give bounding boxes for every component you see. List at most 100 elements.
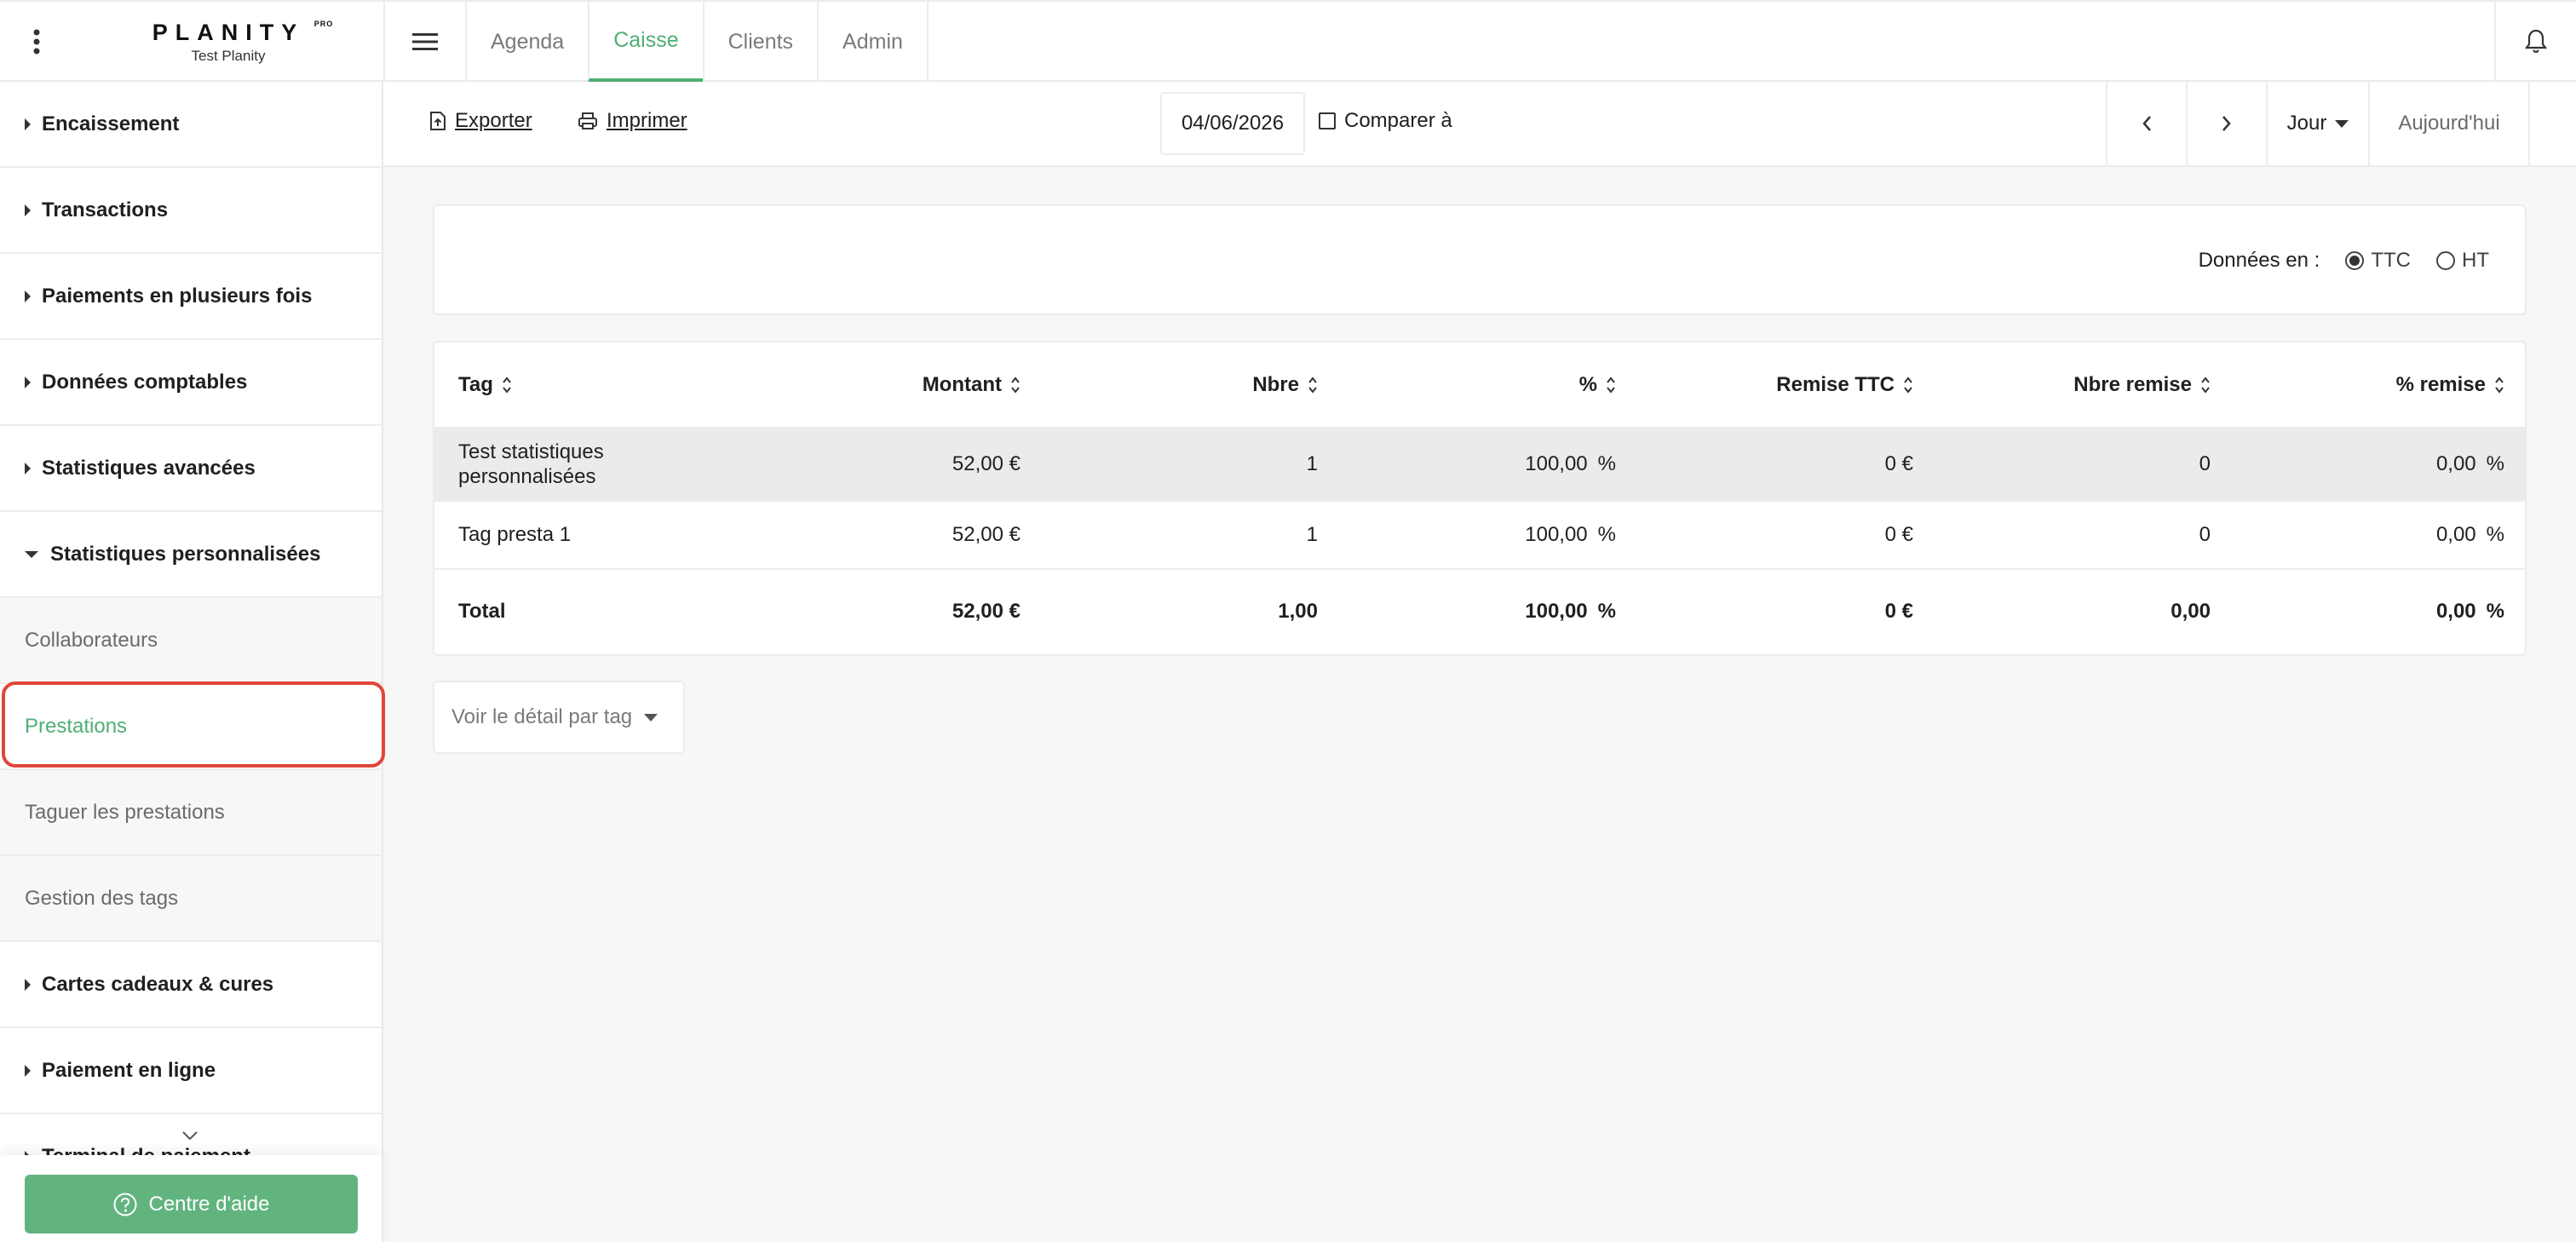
caret-down-icon [644,713,658,722]
caret-right-icon [25,1064,31,1077]
cell-remise: 0 € [1640,501,1937,570]
compare-toggle[interactable]: Comparer à [1319,109,1452,133]
table-row[interactable]: Tag presta 1 52,00 € 1 100,00% 0 € 0 0,0… [434,501,2525,570]
account-name: Test Planity [191,47,266,64]
chevron-left-icon [2142,116,2151,131]
sidebar-item-label: Paiements en plusieurs fois [42,284,313,308]
caret-right-icon [25,204,31,216]
menu-icon[interactable] [383,2,465,82]
cell-pct: 100,00% [1342,501,1640,570]
tab-clients[interactable]: Clients [702,2,817,82]
sidebar-item-statistiques-personnalisees[interactable]: Statistiques personnalisées [0,512,382,598]
sidebar-subitem-prestations[interactable]: Prestations [0,684,382,770]
sidebar-item-transactions[interactable]: Transactions [0,168,382,254]
sidebar-subitem-collaborateurs[interactable]: Collaborateurs [0,598,382,684]
col-header-pct-remise[interactable]: % remise [2234,342,2525,428]
print-button[interactable]: Imprimer [578,109,687,133]
period-select[interactable]: Jour [2266,82,2368,165]
tab-caisse[interactable]: Caisse [588,2,703,82]
tab-agenda[interactable]: Agenda [465,2,588,82]
help-center-button[interactable]: Centre d'aide [25,1175,358,1233]
cell-pct-remise: 0,00% [2234,501,2525,570]
col-header-nbre[interactable]: Nbre [1044,342,1342,428]
table-row[interactable]: Test statistiques personnalisées 52,00 €… [434,428,2525,502]
more-options-icon[interactable] [0,2,73,82]
export-button[interactable]: Exporter [429,109,532,133]
prev-period-button[interactable] [2106,82,2186,165]
data-type-card: Données en : TTC HT [433,204,2527,315]
caret-right-icon [25,290,31,302]
stats-table: Tag Montant Nbre % Remise TTC Nbre remis… [434,342,2525,653]
planity-logo[interactable]: PLANITY PRO Test Planity [73,2,383,82]
cell-total-label: Total [458,599,506,623]
today-button[interactable]: Aujourd'hui [2368,82,2530,165]
tag-detail-label: Voir le détail par tag [451,705,633,728]
sort-icon [503,377,511,394]
cell-tag: Tag presta 1 [434,501,639,570]
period-label: Jour [2286,112,2327,135]
sidebar-item-donnees-comptables[interactable]: Données comptables [0,340,382,426]
cell-pct-remise: 0,00% [2234,428,2525,502]
cell-remise: 0 € [1640,428,1937,502]
sidebar-subitem-taguer-prestations[interactable]: Taguer les prestations [0,770,382,856]
sort-icon [1607,377,1615,394]
col-header-remise-ttc[interactable]: Remise TTC [1640,342,1937,428]
sidebar-item-paiement-en-ligne[interactable]: Paiement en ligne [0,1028,382,1114]
sidebar-subitem-gestion-tags[interactable]: Gestion des tags [0,856,382,942]
table-header-row: Tag Montant Nbre % Remise TTC Nbre remis… [434,342,2525,428]
notifications-bell-icon[interactable] [2494,2,2576,82]
cell-montant: 52,00 € [639,501,1044,570]
cell-nbre: 1 [1044,501,1342,570]
compare-checkbox[interactable] [1319,112,1336,129]
radio-ttc-label[interactable]: TTC [2371,249,2411,272]
sidebar-item-cartes-cadeaux[interactable]: Cartes cadeaux & cures [0,942,382,1028]
cell-tag: Test statistiques personnalisées [434,428,639,502]
radio-ht-label[interactable]: HT [2462,249,2489,272]
cell-total-pct: 100,00% [1525,599,1616,623]
col-header-tag[interactable]: Tag [434,342,639,428]
sort-icon [1011,377,1020,394]
cell-montant: 52,00 € [639,428,1044,502]
tag-detail-dropdown[interactable]: Voir le détail par tag [433,681,685,754]
top-bar: PLANITY PRO Test Planity Agenda Caisse Cl… [0,0,2576,82]
sort-icon [1904,377,1912,394]
cell-nbre: 1 [1044,428,1342,502]
cell-pct: 100,00% [1342,428,1640,502]
cell-total-nbre: 1,00 [1278,599,1318,623]
print-label: Imprimer [607,109,687,132]
cell-total-remise: 0 € [1884,599,1913,623]
sidebar-item-encaissement[interactable]: Encaissement [0,82,382,168]
next-period-button[interactable] [2186,82,2266,165]
table-total-row: Total 52,00 € 1,00 100,00% 0 € 0,00 0,00… [434,569,2525,653]
cell-total-montant: 52,00 € [952,599,1021,623]
sidebar-item-label: Encaissement [42,112,180,135]
sort-icon [2201,377,2210,394]
chevron-down-icon[interactable] [181,1130,199,1146]
tab-admin[interactable]: Admin [817,2,929,82]
radio-ht[interactable] [2436,251,2455,270]
col-header-nbre-remise[interactable]: Nbre remise [1937,342,2234,428]
compare-label: Comparer à [1344,109,1452,132]
sidebar: Encaissement Transactions Paiements en p… [0,82,383,1242]
help-circle-icon [113,1193,137,1216]
sidebar-item-label: Cartes cadeaux & cures [42,972,274,996]
caret-right-icon [25,978,31,991]
col-header-pct[interactable]: % [1342,342,1640,428]
sidebar-item-label: Données comptables [42,370,248,394]
cell-total-nbre-remise: 0,00 [2171,599,2211,623]
logo-pro-badge: PRO [313,19,334,28]
radio-ttc[interactable] [2345,251,2365,270]
caret-right-icon [25,118,31,130]
logo-wordmark: PLANITY [152,19,305,45]
sidebar-item-statistiques-avancees[interactable]: Statistiques avancées [0,426,382,512]
date-picker[interactable]: 04/06/2026 [1160,92,1305,155]
sidebar-item-label: Paiement en ligne [42,1058,216,1082]
caret-down-icon [2335,119,2349,128]
data-type-label: Données en : [2198,249,2320,272]
caret-down-icon [25,550,38,558]
sidebar-item-label: Statistiques avancées [42,456,256,480]
sidebar-item-label: Statistiques personnalisées [50,542,321,566]
sort-icon [2495,377,2504,394]
col-header-montant[interactable]: Montant [639,342,1044,428]
sidebar-item-paiements-plusieurs-fois[interactable]: Paiements en plusieurs fois [0,254,382,340]
